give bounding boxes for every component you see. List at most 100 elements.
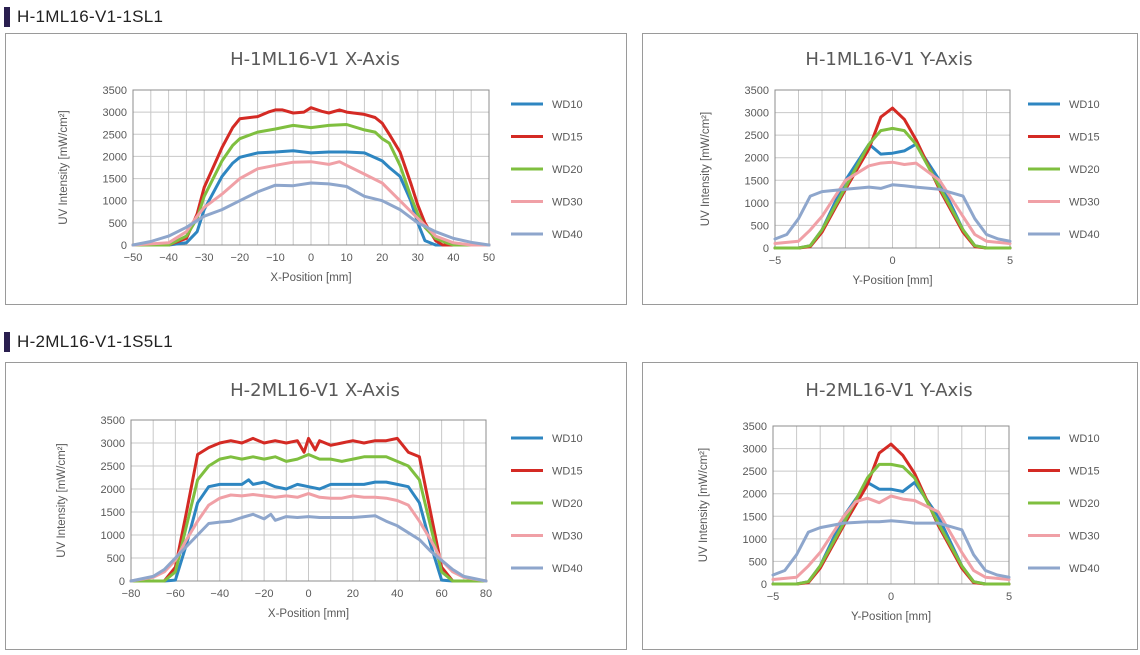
y-tick-label: 3500 xyxy=(101,415,125,427)
y-tick-label: 1000 xyxy=(743,534,767,546)
y-axis-label: UV Intensity [mW/cm²] xyxy=(56,443,68,557)
series-line-wd40 xyxy=(773,183,1012,243)
legend-label: WD15 xyxy=(552,132,583,144)
y-tick-label: 500 xyxy=(751,220,769,232)
y-tick-label: 1500 xyxy=(743,511,767,523)
chart-panel-1: H-1ML16-V1 X-Axis 0 500 1000 1500 2000 2500 300… xyxy=(5,33,627,305)
x-axis-label: X-Position [mm] xyxy=(268,608,349,620)
legend-label: WD40 xyxy=(1069,229,1100,241)
x-tick-label: 40 xyxy=(391,588,403,600)
x-tick-label: −10 xyxy=(266,252,285,264)
legend-label: WD15 xyxy=(552,466,583,478)
y-tick-label: 3500 xyxy=(745,85,769,97)
x-tick-label: 0 xyxy=(889,255,895,267)
x-tick-label: −20 xyxy=(230,252,249,264)
legend-label: WD20 xyxy=(552,164,583,176)
y-tick-label: 1500 xyxy=(101,507,125,519)
x-tick-label: −60 xyxy=(166,588,185,600)
y-tick-label: 2500 xyxy=(745,130,769,142)
x-tick-label: 10 xyxy=(340,252,352,264)
series-line-wd30 xyxy=(773,160,1012,245)
y-tick-label: 0 xyxy=(121,240,127,252)
legend-label: WD40 xyxy=(552,563,583,575)
legend-label: WD30 xyxy=(552,531,583,543)
x-axis-label: Y-Position [mm] xyxy=(852,275,932,287)
y-axis-label: UV Intensity [mW/cm²] xyxy=(700,112,712,226)
legend-label: WD10 xyxy=(552,99,583,111)
chart-title: H-1ML16-V1 Y-Axis xyxy=(805,49,972,70)
y-tick-label: 1000 xyxy=(103,196,127,208)
x-tick-label: −5 xyxy=(769,255,782,267)
x-tick-label: 0 xyxy=(888,591,894,603)
x-tick-label: −40 xyxy=(210,588,229,600)
legend-label: WD20 xyxy=(1069,164,1100,176)
series-line-wd20 xyxy=(773,126,1012,250)
series-line-wd15 xyxy=(129,436,488,583)
y-tick-label: 2000 xyxy=(103,151,127,163)
y-tick-label: 2000 xyxy=(745,153,769,165)
y-tick-label: 500 xyxy=(749,556,767,568)
series-line-wd30 xyxy=(129,492,488,583)
legend-label: WD40 xyxy=(1069,563,1100,575)
y-tick-label: 2500 xyxy=(103,129,127,141)
x-tick-label: 20 xyxy=(347,588,359,600)
y-tick-label: 2500 xyxy=(101,461,125,473)
legend-label: WD30 xyxy=(552,197,583,209)
y-tick-label: 1000 xyxy=(745,198,769,210)
legend-label: WD20 xyxy=(552,498,583,510)
y-tick-label: 2000 xyxy=(101,484,125,496)
y-tick-label: 1000 xyxy=(101,530,125,542)
chart-title: H-2ML16-V1 X-Axis xyxy=(230,380,400,401)
section-header-1: H-1ML16-V1-1SL1 xyxy=(4,6,163,28)
y-tick-label: 0 xyxy=(761,579,767,591)
y-tick-label: 500 xyxy=(107,553,125,565)
legend-label: WD15 xyxy=(1069,466,1100,478)
y-tick-label: 3000 xyxy=(103,107,127,119)
plot-frame xyxy=(132,89,490,246)
x-tick-label: −5 xyxy=(767,591,780,603)
y-tick-label: 3000 xyxy=(743,444,767,456)
x-tick-label: 5 xyxy=(1006,591,1012,603)
x-tick-label: 20 xyxy=(376,252,388,264)
chart-panel-4: H-2ML16-V1 Y-Axis 0 500 1000 1500 2000 2500 300… xyxy=(642,362,1138,650)
y-tick-label: 3000 xyxy=(745,108,769,120)
section-title: H-2ML16-V1-1S5L1 xyxy=(17,332,173,351)
legend-label: WD40 xyxy=(552,229,583,241)
series-line-wd40 xyxy=(771,519,1011,579)
section-marker xyxy=(4,7,10,27)
y-tick-label: 3500 xyxy=(103,85,127,97)
x-tick-label: 5 xyxy=(1007,255,1013,267)
legend-label: WD30 xyxy=(1069,197,1100,209)
y-tick-label: 0 xyxy=(119,576,125,588)
y-tick-label: 3500 xyxy=(743,421,767,433)
y-tick-label: 1500 xyxy=(745,175,769,187)
series-line-wd20 xyxy=(771,462,1011,586)
x-tick-label: −20 xyxy=(255,588,274,600)
x-tick-label: 40 xyxy=(447,252,459,264)
chart-panel-2: H-1ML16-V1 Y-Axis 0 500 1000 1500 2000 2500 300… xyxy=(642,33,1138,305)
legend-label: WD10 xyxy=(1069,433,1100,445)
y-axis-label: UV Intensity [mW/cm²] xyxy=(58,110,70,224)
x-tick-label: 0 xyxy=(308,252,314,264)
series-line-wd10 xyxy=(129,478,488,583)
legend-label: WD10 xyxy=(552,433,583,445)
x-tick-label: −30 xyxy=(195,252,214,264)
legend-label: WD10 xyxy=(1069,99,1100,111)
legend-label: WD30 xyxy=(1069,531,1100,543)
plot-frame xyxy=(130,419,487,582)
x-tick-label: −80 xyxy=(122,588,141,600)
x-axis-label: X-Position [mm] xyxy=(270,272,351,284)
section-header-2: H-2ML16-V1-1S5L1 xyxy=(4,331,173,353)
series-line-wd40 xyxy=(131,181,491,247)
chart-2: H-1ML16-V1 Y-Axis 0 500 1000 1500 2000 2500 300… xyxy=(700,49,1100,287)
x-tick-label: −50 xyxy=(124,252,143,264)
y-tick-label: 500 xyxy=(109,218,127,230)
y-tick-label: 2000 xyxy=(743,489,767,501)
x-tick-label: 0 xyxy=(305,588,311,600)
legend-label: WD15 xyxy=(1069,132,1100,144)
chart-3: H-2ML16-V1 X-Axis 0 500 1000 1500 2000 2500 300… xyxy=(56,380,583,620)
x-tick-label: −40 xyxy=(159,252,178,264)
chart-panel-3: H-2ML16-V1 X-Axis 0 500 1000 1500 2000 2500 300… xyxy=(5,362,627,650)
x-tick-label: 50 xyxy=(483,252,495,264)
legend-label: WD20 xyxy=(1069,498,1100,510)
